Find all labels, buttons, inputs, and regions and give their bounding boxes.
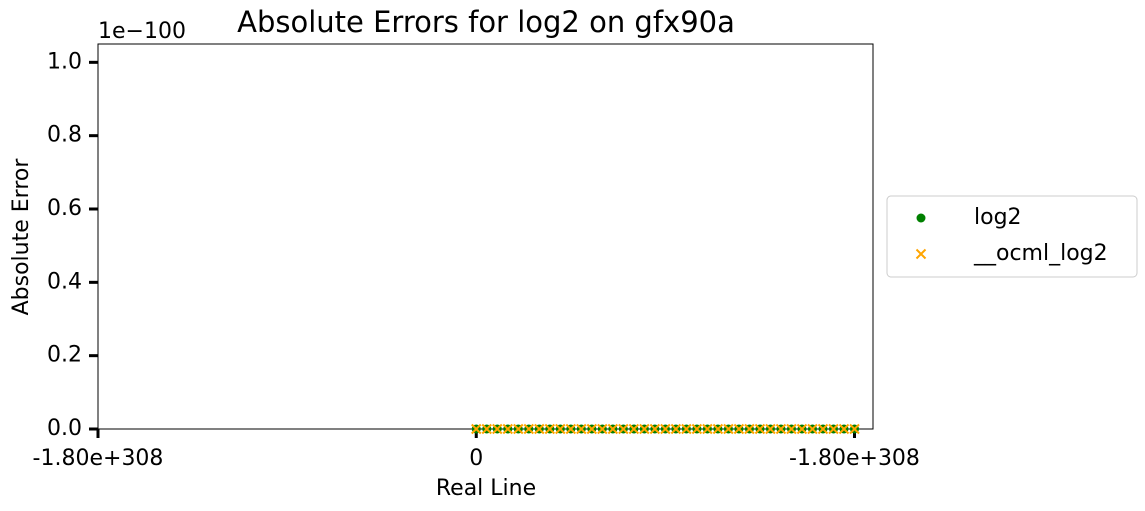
y-tick-label: 1.0 [47, 49, 82, 74]
point [849, 423, 860, 435]
point [712, 423, 724, 435]
point [649, 423, 661, 435]
point [733, 423, 745, 435]
point [807, 423, 818, 435]
x-tick-label: -1.80e+308 [33, 446, 164, 471]
point [817, 423, 829, 435]
point [744, 423, 755, 435]
x-axis-label: Real Line [436, 476, 536, 501]
y-tick-label: 0.6 [47, 196, 82, 221]
point [544, 423, 556, 435]
point [681, 423, 692, 435]
y-tick-label: 0.4 [47, 269, 82, 294]
y-tick-label: 0.2 [47, 343, 82, 368]
point [828, 423, 839, 435]
y-axis-label: Absolute Error [9, 158, 34, 316]
chart-title: Absolute Errors for log2 on gfx90a [237, 5, 735, 39]
point [838, 423, 850, 435]
point [471, 423, 482, 435]
point [691, 423, 703, 435]
point [670, 423, 682, 435]
y-offset-label: 1e−100 [98, 19, 186, 44]
point [607, 423, 619, 435]
point [481, 423, 492, 435]
point [796, 423, 808, 435]
point [765, 423, 776, 435]
point [786, 423, 797, 435]
legend-marker [915, 248, 927, 260]
point [576, 423, 587, 435]
point [523, 423, 534, 435]
legend-box [886, 195, 1138, 278]
point [775, 423, 787, 435]
point [618, 423, 629, 435]
point [639, 423, 650, 435]
point [555, 423, 566, 435]
x-tick-label: -1.80e+308 [789, 446, 920, 471]
point [534, 423, 545, 435]
x-tick-label: 0 [469, 446, 483, 471]
point [702, 423, 713, 435]
y-tick-label: 0.0 [47, 416, 82, 441]
point [597, 423, 608, 435]
legend-label: __ocml_log2 [973, 241, 1108, 266]
legend-label: log2 [974, 205, 1022, 230]
point [502, 423, 513, 435]
point [565, 423, 577, 435]
point [513, 423, 524, 435]
y-tick-label: 0.8 [47, 123, 82, 148]
point [586, 423, 598, 435]
point [754, 423, 766, 435]
legend-marker [916, 213, 926, 223]
point [492, 423, 503, 435]
plot-frame [97, 43, 874, 430]
point [660, 423, 671, 435]
point [628, 423, 640, 435]
point [723, 423, 734, 435]
